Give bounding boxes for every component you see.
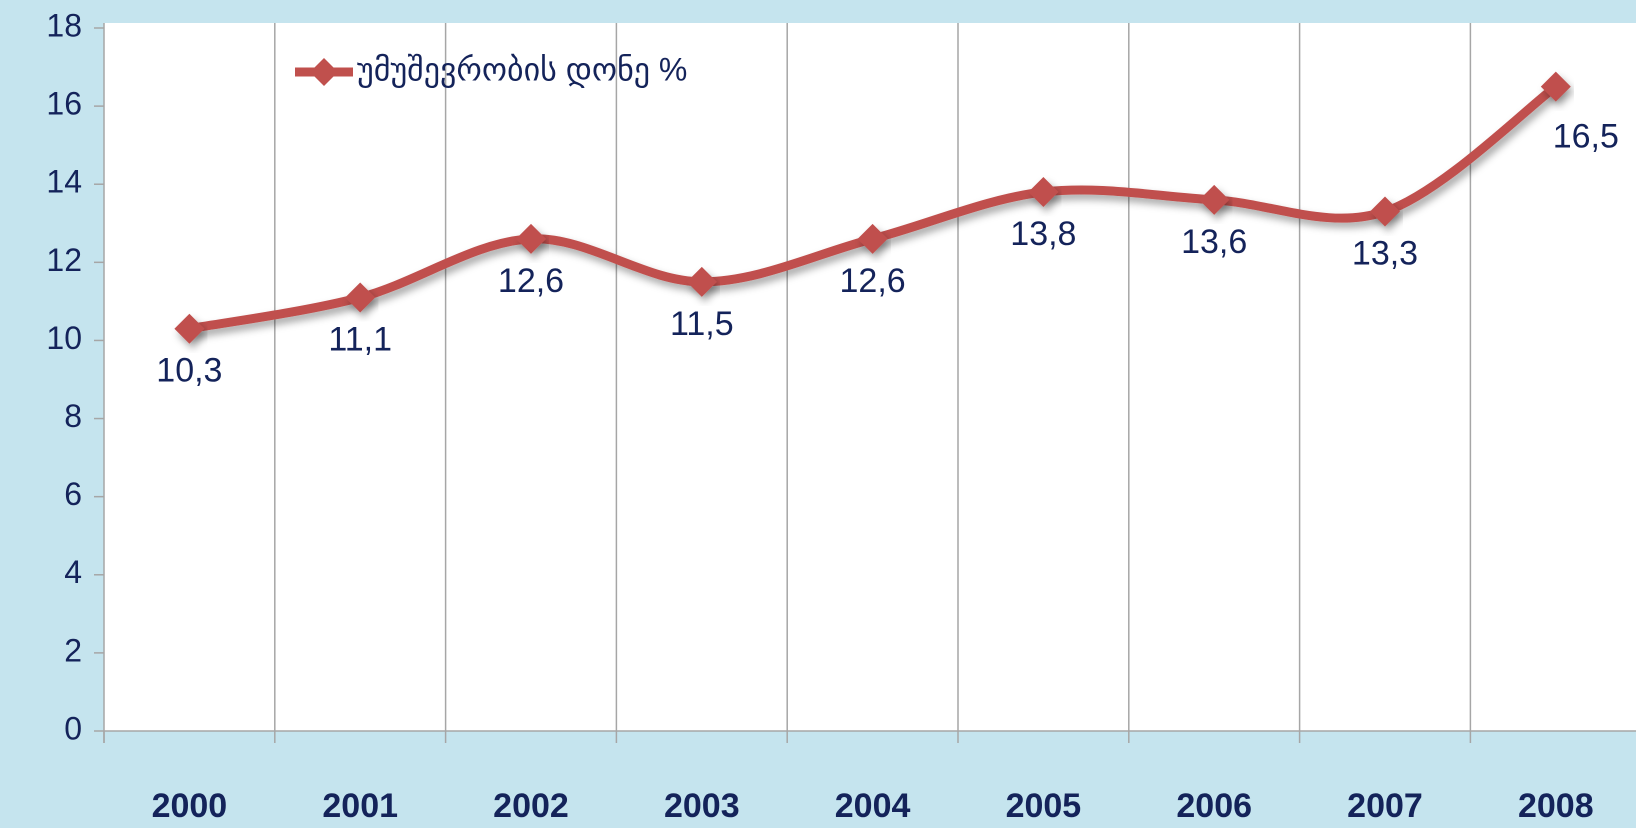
data-label: 13,8 [1010, 215, 1076, 253]
x-tick-label: 2004 [835, 787, 911, 825]
x-tick-label: 2000 [152, 787, 228, 825]
y-tick-label: 14 [46, 164, 82, 200]
plot-area [104, 23, 1636, 731]
marker [857, 223, 888, 254]
marker [516, 223, 546, 254]
y-tick-label: 12 [46, 242, 82, 278]
x-tick-label: 2008 [1518, 787, 1594, 825]
y-tick-label: 18 [46, 7, 82, 43]
y-tick-label: 6 [64, 476, 82, 512]
marker [1199, 184, 1230, 215]
legend-marker [310, 58, 338, 86]
marker [174, 313, 205, 344]
legend-label: უმუშევრობის დონე % [357, 51, 687, 88]
data-label: 12,6 [498, 262, 564, 300]
data-label: 11,5 [670, 305, 734, 343]
y-tick-label: 0 [64, 710, 82, 746]
data-label: 13,6 [1181, 223, 1247, 261]
y-tick-label: 16 [46, 86, 82, 122]
x-tick-label: 2005 [1006, 787, 1082, 825]
marker [1028, 177, 1059, 208]
marker [1540, 71, 1571, 102]
data-label: 13,3 [1352, 235, 1418, 273]
y-tick-label: 2 [64, 632, 82, 668]
data-label: 11,1 [328, 320, 392, 358]
y-tick-label: 10 [46, 320, 82, 356]
x-tick-label: 2003 [664, 787, 740, 825]
marker [686, 266, 717, 297]
y-tick-label: 8 [64, 398, 82, 434]
x-tick-label: 2001 [322, 787, 398, 825]
data-label: 16,5 [1553, 118, 1619, 156]
data-label: 12,6 [840, 262, 906, 300]
marker [1370, 196, 1400, 227]
y-tick-label: 4 [64, 554, 82, 590]
x-tick-label: 2007 [1347, 787, 1423, 825]
data-label: 10,3 [156, 352, 222, 390]
x-tick-label: 2002 [493, 787, 569, 825]
marker [345, 282, 376, 313]
x-tick-label: 2006 [1176, 787, 1252, 825]
